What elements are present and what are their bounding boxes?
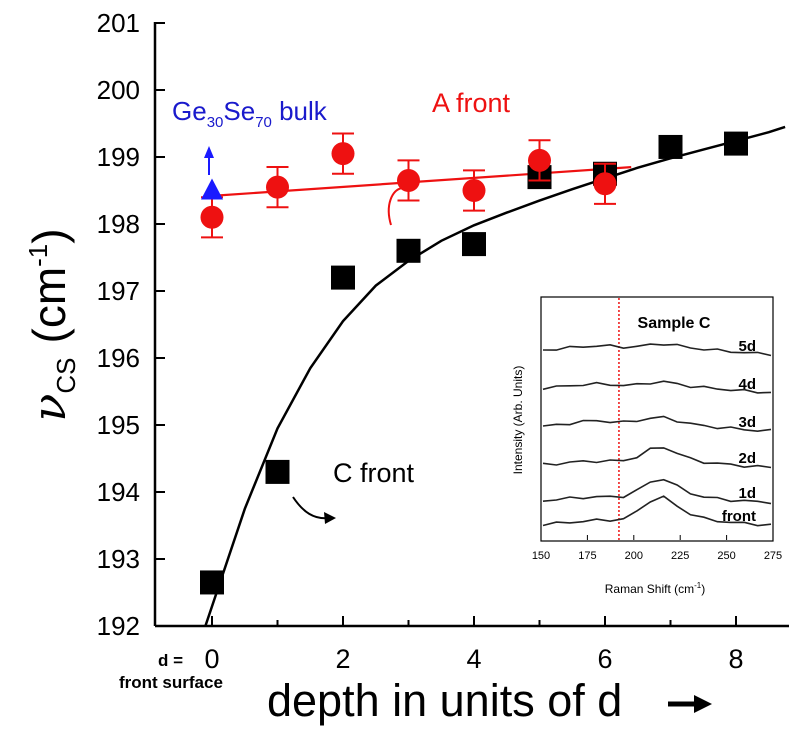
y-axis-label-unit-sup: -1 <box>23 244 53 267</box>
inset-spectrum-4d <box>542 380 772 394</box>
x-zero-note-line1: d = <box>158 651 183 670</box>
inset-x-tick-label: 150 <box>532 550 550 562</box>
inset-label-3d: 3d <box>738 414 756 431</box>
a-front-pointer <box>387 187 403 226</box>
data-markers <box>200 131 748 595</box>
main-axes <box>153 22 789 628</box>
bulk-label-se: Se <box>223 96 255 126</box>
x-tick-label: 2 <box>335 644 350 674</box>
y-tick-label: 193 <box>97 544 140 574</box>
y-tick-label: 200 <box>97 75 140 105</box>
inset-x-label-close: ) <box>701 582 705 596</box>
a-front-point <box>266 175 289 199</box>
inset-x-tick-label: 175 <box>578 550 596 562</box>
bulk-label-ge-sub: 30 <box>207 114 224 131</box>
y-tick-label: 198 <box>97 209 140 239</box>
inset-label-2d: 2d <box>738 450 756 467</box>
inset-x-label-main: Raman Shift (cm <box>605 582 694 596</box>
c-front-label: C front <box>333 458 415 488</box>
y-tick-label: 197 <box>97 276 140 306</box>
inset-spectrum-labels: 5d 4d 3d 2d 1d front <box>722 338 756 525</box>
x-tick-label: 0 <box>204 644 219 674</box>
x-tick-label: 4 <box>466 644 481 674</box>
inset-label-front: front <box>722 508 756 525</box>
bulk-label-tail: bulk <box>272 96 328 126</box>
a-front-point <box>331 142 355 166</box>
a-front-point <box>462 179 486 202</box>
a-front-point <box>593 172 617 196</box>
c-front-point <box>658 134 683 159</box>
inset-x-tick-label: 250 <box>717 550 735 562</box>
x-axis-label: depth in units of d <box>267 675 622 726</box>
c-front-point <box>462 232 486 257</box>
a-front-point <box>397 168 420 192</box>
y-tick-label: 192 <box>97 611 140 641</box>
inset-x-label: Raman Shift (cm-1) <box>605 581 705 596</box>
inset-x-tick-label: 225 <box>671 550 689 562</box>
a-front-point <box>528 148 551 172</box>
x-tick-label: 8 <box>728 644 743 674</box>
y-tick-label: 199 <box>97 142 140 172</box>
c-front-point <box>331 265 355 290</box>
y-tick-label: 196 <box>97 343 140 373</box>
c-front-point <box>396 238 421 263</box>
x-zero-note-line2: front surface <box>119 673 223 692</box>
ge30se70-bulk-point <box>201 178 223 200</box>
x-tick-group: 0 2 4 6 8 <box>204 616 744 674</box>
bulk-label-se-sub: 70 <box>255 114 272 131</box>
inset-spectrum-front <box>542 495 772 527</box>
inset-spectrum-5d <box>542 343 772 357</box>
inset-spectrum-1d <box>542 478 772 505</box>
inset-spectra <box>542 343 772 527</box>
a-front-point <box>200 205 224 229</box>
inset-label-4d: 4d <box>738 376 756 393</box>
c-front-point <box>724 131 748 156</box>
inset-x-tick-label: 200 <box>625 550 643 562</box>
inset-x-ticks: 150 175 200 225 250 275 <box>532 535 782 562</box>
inset-title: Sample C <box>638 315 711 332</box>
c-front-fit-line <box>204 125 786 627</box>
y-axis-label: νCS (cm-1) <box>22 228 81 421</box>
inset-x-label-sup: -1 <box>694 581 702 590</box>
bulk-label: Ge30Se70 bulk <box>172 96 328 131</box>
y-axis-label-unit: (cm <box>23 267 75 344</box>
a-front-label: A front <box>432 88 511 118</box>
bulk-arrow <box>204 146 214 175</box>
c-front-pointer-head <box>324 512 336 524</box>
c-front-point <box>200 570 224 595</box>
y-tick-label: 195 <box>97 410 140 440</box>
y-tick-label: 201 <box>97 8 140 38</box>
inset-spectrum-3d <box>542 415 772 433</box>
x-axis-arrow <box>668 695 712 713</box>
inset-y-label: Intensity (Arb. Units) <box>511 366 525 475</box>
bulk-label-ge: Ge <box>172 96 207 126</box>
y-axis-label-unit-close: ) <box>23 228 75 243</box>
inset-label-5d: 5d <box>738 338 756 355</box>
y-axis-label-sub: CS <box>51 358 81 394</box>
raman-inset: 5d 4d 3d 2d 1d front 150 175 200 225 250 275 Sampl… <box>511 296 782 596</box>
c-front-point <box>265 459 290 484</box>
inset-label-1d: 1d <box>738 485 756 502</box>
x-tick-label: 6 <box>597 644 612 674</box>
inset-x-tick-label: 275 <box>764 550 782 562</box>
y-axis-label-symbol: ν <box>22 394 76 422</box>
inset-spectrum-2d <box>542 447 772 469</box>
y-tick-group: 192 193 194 195 196 197 198 199 200 201 <box>97 8 165 641</box>
y-tick-label: 194 <box>97 477 140 507</box>
